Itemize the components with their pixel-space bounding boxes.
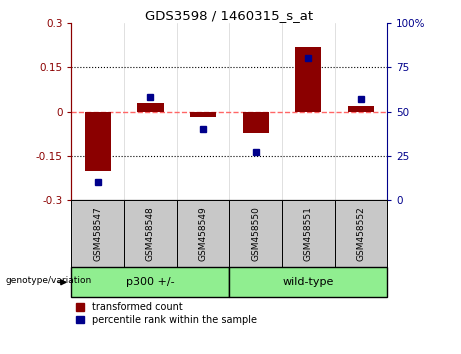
Bar (190, 112, 216, 117)
Bar (335, 200, 387, 267)
Text: GSM458547: GSM458547 (93, 206, 102, 261)
Bar (348, 106, 374, 112)
Bar (137, 103, 164, 112)
Bar (85, 112, 111, 171)
Bar (124, 200, 177, 267)
Bar (177, 200, 229, 267)
Text: p300 +/-: p300 +/- (126, 277, 175, 287)
Text: GSM458548: GSM458548 (146, 206, 155, 261)
Text: GSM458550: GSM458550 (251, 206, 260, 261)
Bar (229, 267, 387, 297)
Text: GSM458551: GSM458551 (304, 206, 313, 261)
Legend: transformed count, percentile rank within the sample: transformed count, percentile rank withi… (77, 302, 257, 325)
Bar (229, 200, 282, 267)
Bar (242, 112, 269, 133)
Bar (295, 47, 321, 112)
Bar (71, 267, 229, 297)
Bar (71, 200, 124, 267)
Text: wild-type: wild-type (283, 277, 334, 287)
Bar (282, 200, 335, 267)
Text: genotype/variation: genotype/variation (6, 276, 92, 285)
Title: GDS3598 / 1460315_s_at: GDS3598 / 1460315_s_at (145, 9, 313, 22)
Text: GSM458552: GSM458552 (356, 206, 366, 261)
Text: GSM458549: GSM458549 (199, 206, 207, 261)
